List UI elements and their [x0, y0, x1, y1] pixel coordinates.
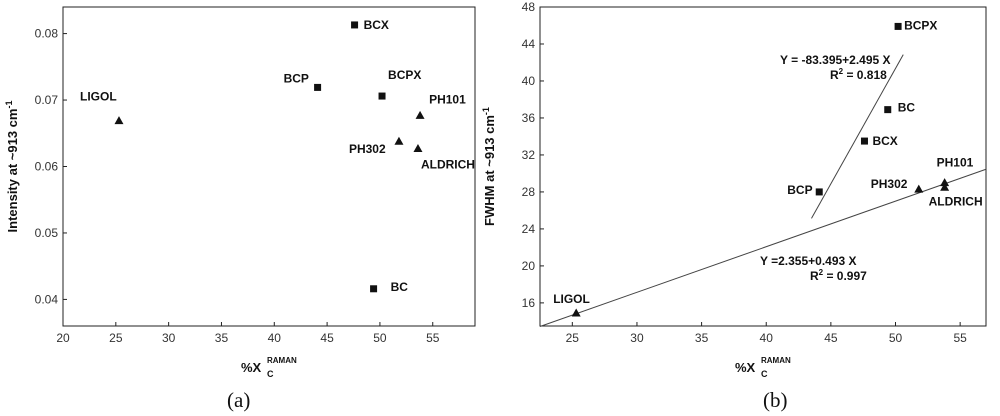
y-tick-label: 0.05 [35, 226, 59, 240]
x-axis-label-sub: C [761, 369, 768, 379]
x-axis-label-sub: C [267, 369, 274, 379]
data-label-bcpx: BCPX [904, 18, 937, 32]
data-label-ligol: LIGOL [553, 292, 590, 306]
plot-frame [539, 6, 987, 327]
data-label-ph302: PH302 [871, 177, 908, 191]
data-point-bcp [314, 83, 322, 91]
data-point-bc [370, 285, 378, 293]
data-label-ph101: PH101 [429, 92, 466, 106]
data-label-bcx: BCX [364, 18, 389, 32]
y-tick-label: 44 [522, 37, 536, 51]
fit-r2-sup: 2 [839, 67, 844, 76]
data-label-ph302: PH302 [349, 142, 386, 156]
data-label-bcx: BCX [872, 134, 897, 148]
data-point-bcp [815, 188, 823, 196]
y-tick-label: 16 [522, 296, 536, 310]
data-label-aldrich: ALDRICH [421, 158, 475, 172]
y-axis-label-sup: -1 [4, 101, 14, 109]
data-point-aldrich [413, 144, 423, 153]
fit-r2-label: R [830, 68, 839, 82]
x-tick-label: 45 [824, 331, 838, 345]
chart-panel-b: 25 30 35 40 45 50 55 16 20 24 28 32 36 40 44 48 FWHM at … [481, 0, 987, 379]
panel-label-b: (b) [763, 388, 788, 412]
y-tick-label: 40 [522, 74, 536, 88]
x-tick-label: 20 [56, 331, 70, 345]
y-axis-label: Intensity at ~913 cm-1 [4, 101, 20, 233]
data-point-bcpx [894, 22, 902, 30]
x-axis-label-sup: RAMAN [761, 356, 791, 365]
fit-line-2 [539, 168, 987, 327]
data-point-ph101 [940, 178, 950, 187]
plot-frame [62, 6, 476, 327]
data-label-bcpx: BCPX [388, 68, 421, 82]
data-point-ligol [571, 308, 581, 317]
data-point-ph302 [914, 184, 924, 193]
fit-equation-1: Y = -83.395+2.495 X [780, 53, 891, 67]
chart-panel-a: 20 25 30 35 40 45 50 55 0.04 0.05 0.06 0.07 0.08 Inte… [4, 6, 476, 379]
x-axis-label: %X [241, 360, 262, 375]
fit-r2-sup: 2 [819, 268, 824, 277]
data-label-bcp: BCP [284, 71, 309, 85]
data-point-aldrich [940, 182, 950, 191]
x-tick-label: 45 [320, 331, 334, 345]
data-label-ph101: PH101 [937, 156, 974, 170]
y-tick-label: 0.04 [35, 292, 59, 306]
data-point-bcpx [378, 92, 386, 100]
y-axis-label-sup: -1 [481, 107, 491, 115]
fit-r2-label: R [810, 269, 819, 283]
x-axis-label: %X [735, 360, 756, 375]
y-axis-label-main: Intensity at ~913 cm [5, 109, 20, 233]
fit-r2-value: = 0.818 [843, 68, 887, 82]
x-tick-label: 35 [695, 331, 709, 345]
x-tick-label: 25 [109, 331, 123, 345]
data-point-bcx [860, 137, 868, 145]
data-point-ligol [114, 116, 124, 125]
x-axis-label-main: %X [735, 360, 756, 375]
x-tick-label: 55 [426, 331, 440, 345]
y-tick-label: 28 [522, 185, 536, 199]
y-tick-label: 36 [522, 111, 536, 125]
data-point-bc [884, 106, 892, 114]
x-tick-label: 55 [953, 331, 967, 345]
y-tick-label: 0.08 [35, 27, 59, 41]
x-axis-label-sup: RAMAN [267, 356, 297, 365]
fit-r2-1: R2 = 0.818 [830, 67, 887, 82]
data-label-aldrich: ALDRICH [929, 194, 983, 208]
x-tick-label: 50 [889, 331, 903, 345]
x-axis-label-main: %X [241, 360, 262, 375]
x-tick-label: 40 [268, 331, 282, 345]
x-tick-label: 30 [162, 331, 176, 345]
x-tick-label: 50 [373, 331, 387, 345]
fit-r2-value: = 0.997 [823, 269, 867, 283]
y-tick-label: 32 [522, 148, 536, 162]
x-tick-label: 25 [566, 331, 580, 345]
data-label-bc: BC [898, 101, 916, 115]
fit-line-1 [811, 54, 904, 219]
y-axis-label: FWHM at ~913 cm-1 [481, 107, 497, 226]
data-point-bcx [351, 21, 359, 29]
x-tick-label: 40 [760, 331, 774, 345]
data-point-ph101 [415, 110, 425, 119]
y-tick-label: 24 [522, 222, 536, 236]
data-point-ph302 [394, 136, 404, 145]
y-tick-label: 48 [522, 0, 536, 14]
fit-equation-2: Y =2.355+0.493 X [760, 254, 857, 268]
y-tick-label: 0.07 [35, 93, 59, 107]
fit-r2-2: R2 = 0.997 [810, 268, 867, 283]
data-label-bcp: BCP [787, 183, 812, 197]
x-tick-label: 30 [630, 331, 644, 345]
y-axis-label-main: FWHM at ~913 cm [482, 115, 497, 226]
x-tick-label: 35 [215, 331, 229, 345]
data-label-bc: BC [391, 280, 409, 294]
y-tick-label: 0.06 [35, 160, 59, 174]
data-label-ligol: LIGOL [80, 90, 117, 104]
y-tick-label: 20 [522, 259, 536, 273]
panel-label-a: (a) [227, 388, 251, 412]
